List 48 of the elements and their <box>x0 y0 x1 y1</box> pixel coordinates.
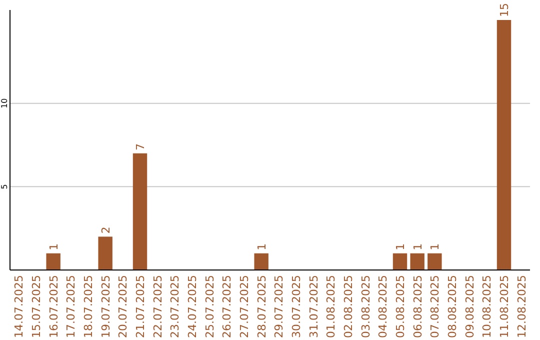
x-tick-label: 14.07.2025 <box>12 275 26 338</box>
bar <box>392 253 408 270</box>
x-tick-label: 19.07.2025 <box>99 275 112 338</box>
y-tick-label: 10 <box>0 98 9 108</box>
data-label: 15 <box>498 3 511 17</box>
bar <box>98 236 112 270</box>
x-tick-label: 18.07.2025 <box>82 275 95 338</box>
data-label: 2 <box>99 226 112 234</box>
data-label: 1 <box>394 243 407 250</box>
x-tick-label: 04.08.2025 <box>376 275 390 338</box>
x-tick-label: 22.07.2025 <box>151 275 164 338</box>
x-tick-label: 08.08.2025 <box>446 275 459 338</box>
x-tick-label: 02.08.2025 <box>342 275 355 338</box>
x-tick-label: 28.07.2025 <box>255 275 268 338</box>
x-tick-label: 16.07.2025 <box>47 275 60 338</box>
x-tick-label: 06.08.2025 <box>411 275 424 338</box>
x-tick-label: 10.08.2025 <box>480 275 494 338</box>
x-tick-label: 31.07.2025 <box>307 275 320 338</box>
x-tick-label: 03.08.2025 <box>359 275 372 338</box>
data-label: 1 <box>47 243 60 250</box>
x-tick-label: 21.07.2025 <box>134 275 147 338</box>
x-tick-label: 15.07.2025 <box>30 275 43 338</box>
bar <box>410 253 424 270</box>
bar <box>254 253 268 270</box>
x-tick-label: 17.07.2025 <box>64 275 78 338</box>
x-tick-label: 30.07.2025 <box>290 275 303 338</box>
bar <box>46 253 60 270</box>
x-tick-label: 25.07.2025 <box>203 275 216 338</box>
x-tick-label: 27.07.2025 <box>238 275 251 338</box>
x-tick-label: 23.07.2025 <box>168 275 182 338</box>
x-tick-label: 24.07.2025 <box>186 275 199 338</box>
bar <box>428 253 442 270</box>
data-label: 1 <box>428 243 442 250</box>
x-tick-label: 11.08.2025 <box>498 275 511 338</box>
x-tick-label: 07.08.2025 <box>428 275 442 338</box>
y-tick-label: 5 <box>0 184 9 190</box>
x-tick-label: 29.07.2025 <box>272 275 286 338</box>
data-label: 7 <box>134 143 147 150</box>
x-tick-label: 09.08.2025 <box>463 275 476 338</box>
x-tick-label: 26.07.2025 <box>220 275 234 338</box>
x-tick-label: 01.08.2025 <box>324 275 338 338</box>
x-tick-label: 05.08.2025 <box>394 275 407 338</box>
data-label: 1 <box>411 243 424 250</box>
bar <box>496 20 512 270</box>
data-label: 1 <box>255 243 268 250</box>
bar <box>132 153 148 270</box>
x-tick-label: 12.08.2025 <box>515 275 528 338</box>
x-tick-label: 20.07.2025 <box>116 275 130 338</box>
